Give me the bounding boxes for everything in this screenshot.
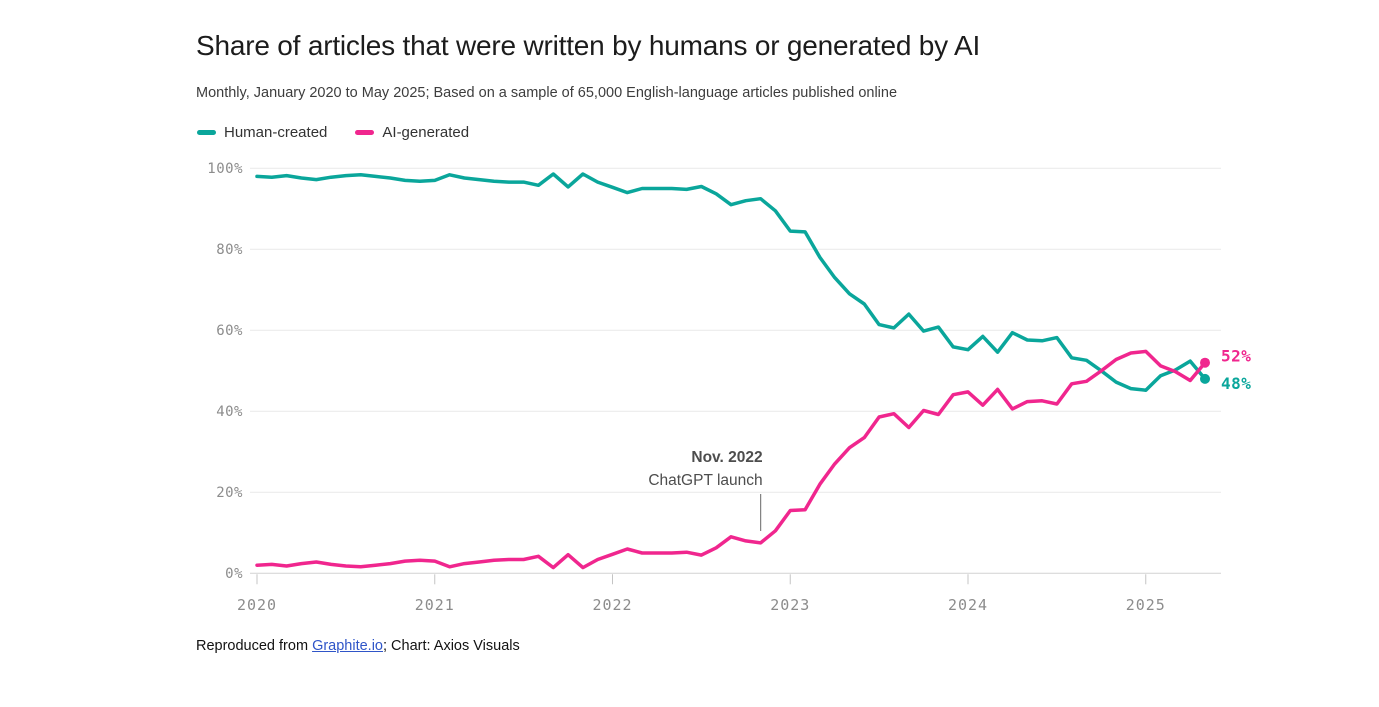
end-labels: 48%52%	[1200, 347, 1251, 393]
annotation-line1: Nov. 2022	[691, 449, 762, 466]
y-tick-label: 40%	[216, 404, 243, 420]
y-tick-label: 20%	[216, 485, 243, 501]
series-line-ai-generated	[255, 349, 1207, 570]
y-axis-labels: 0% 20% 40% 60% 80% 100%	[207, 161, 243, 582]
x-tick-label: 2025	[1126, 596, 1166, 614]
chart-subtitle: Monthly, January 2020 to May 2025; Based…	[196, 85, 898, 101]
x-tick-label: 2020	[237, 596, 277, 614]
source-credit-prefix: Reproduced from	[196, 638, 313, 654]
gridlines	[250, 167, 1221, 574]
legend: Human-created AI-generated	[197, 124, 469, 141]
legend-swatch-human-created-icon	[197, 130, 216, 135]
legend-label-ai-generated: AI-generated	[382, 124, 470, 141]
y-tick-label: 0%	[225, 566, 243, 582]
series-end-dot-human-created	[1200, 373, 1210, 384]
x-tick-label: 2023	[770, 596, 810, 614]
series-end-dot-ai-generated	[1200, 357, 1210, 368]
y-tick-label: 80%	[216, 242, 243, 258]
graphite-link[interactable]: Graphite.io	[312, 638, 383, 654]
x-tick-label: 2022	[592, 596, 632, 614]
y-tick-label: 60%	[216, 323, 243, 339]
annotation: Nov. 2022 ChatGPT launch	[648, 449, 763, 531]
legend-item-human-created: Human-created	[197, 124, 327, 141]
series-end-label-human-created: 48%	[1221, 374, 1251, 393]
legend-label-human-created: Human-created	[224, 124, 328, 141]
y-tick-label: 100%	[207, 161, 243, 177]
x-tick-label: 2024	[948, 596, 988, 614]
series-lines	[255, 172, 1207, 570]
series-end-label-ai-generated: 52%	[1221, 347, 1251, 366]
source-credit: Reproduced from Graphite.io; Chart: Axio…	[196, 638, 520, 654]
legend-item-ai-generated: AI-generated	[355, 124, 469, 141]
legend-swatch-ai-generated-icon	[355, 130, 375, 135]
source-credit-suffix: ; Chart: Axios Visuals	[383, 638, 520, 654]
x-tick-label: 2021	[415, 596, 455, 614]
series-line-human-created	[255, 172, 1207, 392]
annotation-line2: ChatGPT launch	[648, 472, 762, 489]
x-axis: 2020 2021 2022 2023 2024 2025	[237, 574, 1166, 614]
chart-title: Share of articles that were written by h…	[196, 30, 981, 61]
